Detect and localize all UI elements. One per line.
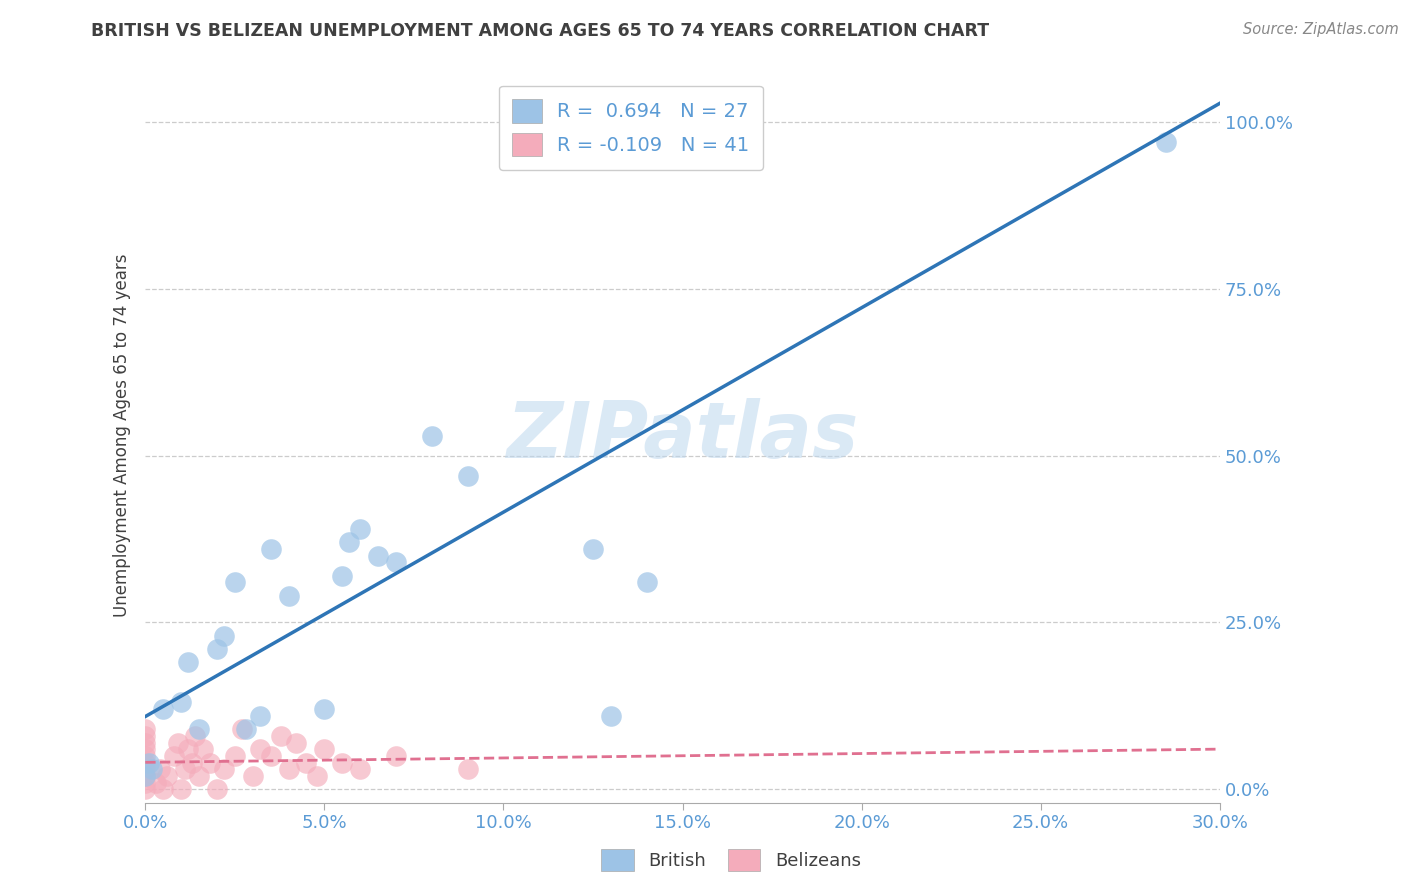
Point: [138, 756, 160, 770]
Point: [166, 735, 188, 749]
Point: [224, 748, 246, 763]
Point: [270, 729, 292, 743]
Point: [689, 108, 711, 122]
Point: [260, 748, 283, 763]
Point: [235, 722, 257, 736]
Point: [367, 549, 389, 563]
Legend: R =  0.694   N = 27, R = -0.109   N = 41: R = 0.694 N = 27, R = -0.109 N = 41: [499, 86, 763, 170]
Point: [330, 756, 353, 770]
Point: [134, 735, 156, 749]
Point: [205, 642, 228, 657]
Point: [277, 762, 299, 776]
Point: [177, 656, 200, 670]
Text: BRITISH VS BELIZEAN UNEMPLOYMENT AMONG AGES 65 TO 74 YEARS CORRELATION CHART: BRITISH VS BELIZEAN UNEMPLOYMENT AMONG A…: [91, 22, 990, 40]
Point: [295, 756, 318, 770]
Point: [134, 769, 156, 783]
Point: [145, 775, 167, 789]
Point: [191, 742, 214, 756]
Point: [330, 568, 353, 582]
Text: ZIPatlas: ZIPatlas: [506, 398, 859, 474]
Legend: British, Belizeans: British, Belizeans: [595, 842, 868, 879]
Text: Source: ZipAtlas.com: Source: ZipAtlas.com: [1243, 22, 1399, 37]
Point: [224, 575, 246, 590]
Point: [457, 468, 479, 483]
Point: [134, 782, 156, 797]
Point: [141, 762, 163, 776]
Point: [249, 742, 271, 756]
Point: [170, 782, 193, 797]
Point: [134, 742, 156, 756]
Point: [198, 756, 221, 770]
Point: [152, 782, 174, 797]
Point: [134, 722, 156, 736]
Point: [163, 748, 186, 763]
Point: [277, 589, 299, 603]
Point: [1154, 135, 1177, 149]
Point: [156, 769, 179, 783]
Point: [152, 702, 174, 716]
Point: [636, 575, 658, 590]
Point: [314, 742, 336, 756]
Point: [339, 535, 361, 549]
Point: [134, 748, 156, 763]
Point: [184, 729, 207, 743]
Point: [242, 769, 264, 783]
Point: [188, 769, 211, 783]
Point: [284, 735, 307, 749]
Point: [212, 762, 235, 776]
Point: [307, 769, 329, 783]
Point: [385, 555, 408, 569]
Point: [249, 709, 271, 723]
Point: [314, 702, 336, 716]
Point: [134, 729, 156, 743]
Point: [170, 696, 193, 710]
Point: [188, 722, 211, 736]
Point: [180, 756, 202, 770]
Y-axis label: Unemployment Among Ages 65 to 74 years: Unemployment Among Ages 65 to 74 years: [114, 254, 131, 617]
Point: [420, 428, 443, 442]
Point: [134, 756, 156, 770]
Point: [260, 541, 283, 556]
Point: [134, 762, 156, 776]
Point: [385, 748, 408, 763]
Point: [177, 742, 200, 756]
Point: [349, 762, 371, 776]
Point: [149, 762, 172, 776]
Point: [457, 762, 479, 776]
Point: [134, 775, 156, 789]
Point: [231, 722, 253, 736]
Point: [205, 782, 228, 797]
Point: [173, 762, 195, 776]
Point: [582, 541, 605, 556]
Point: [349, 522, 371, 536]
Point: [212, 629, 235, 643]
Point: [134, 769, 156, 783]
Point: [599, 709, 621, 723]
